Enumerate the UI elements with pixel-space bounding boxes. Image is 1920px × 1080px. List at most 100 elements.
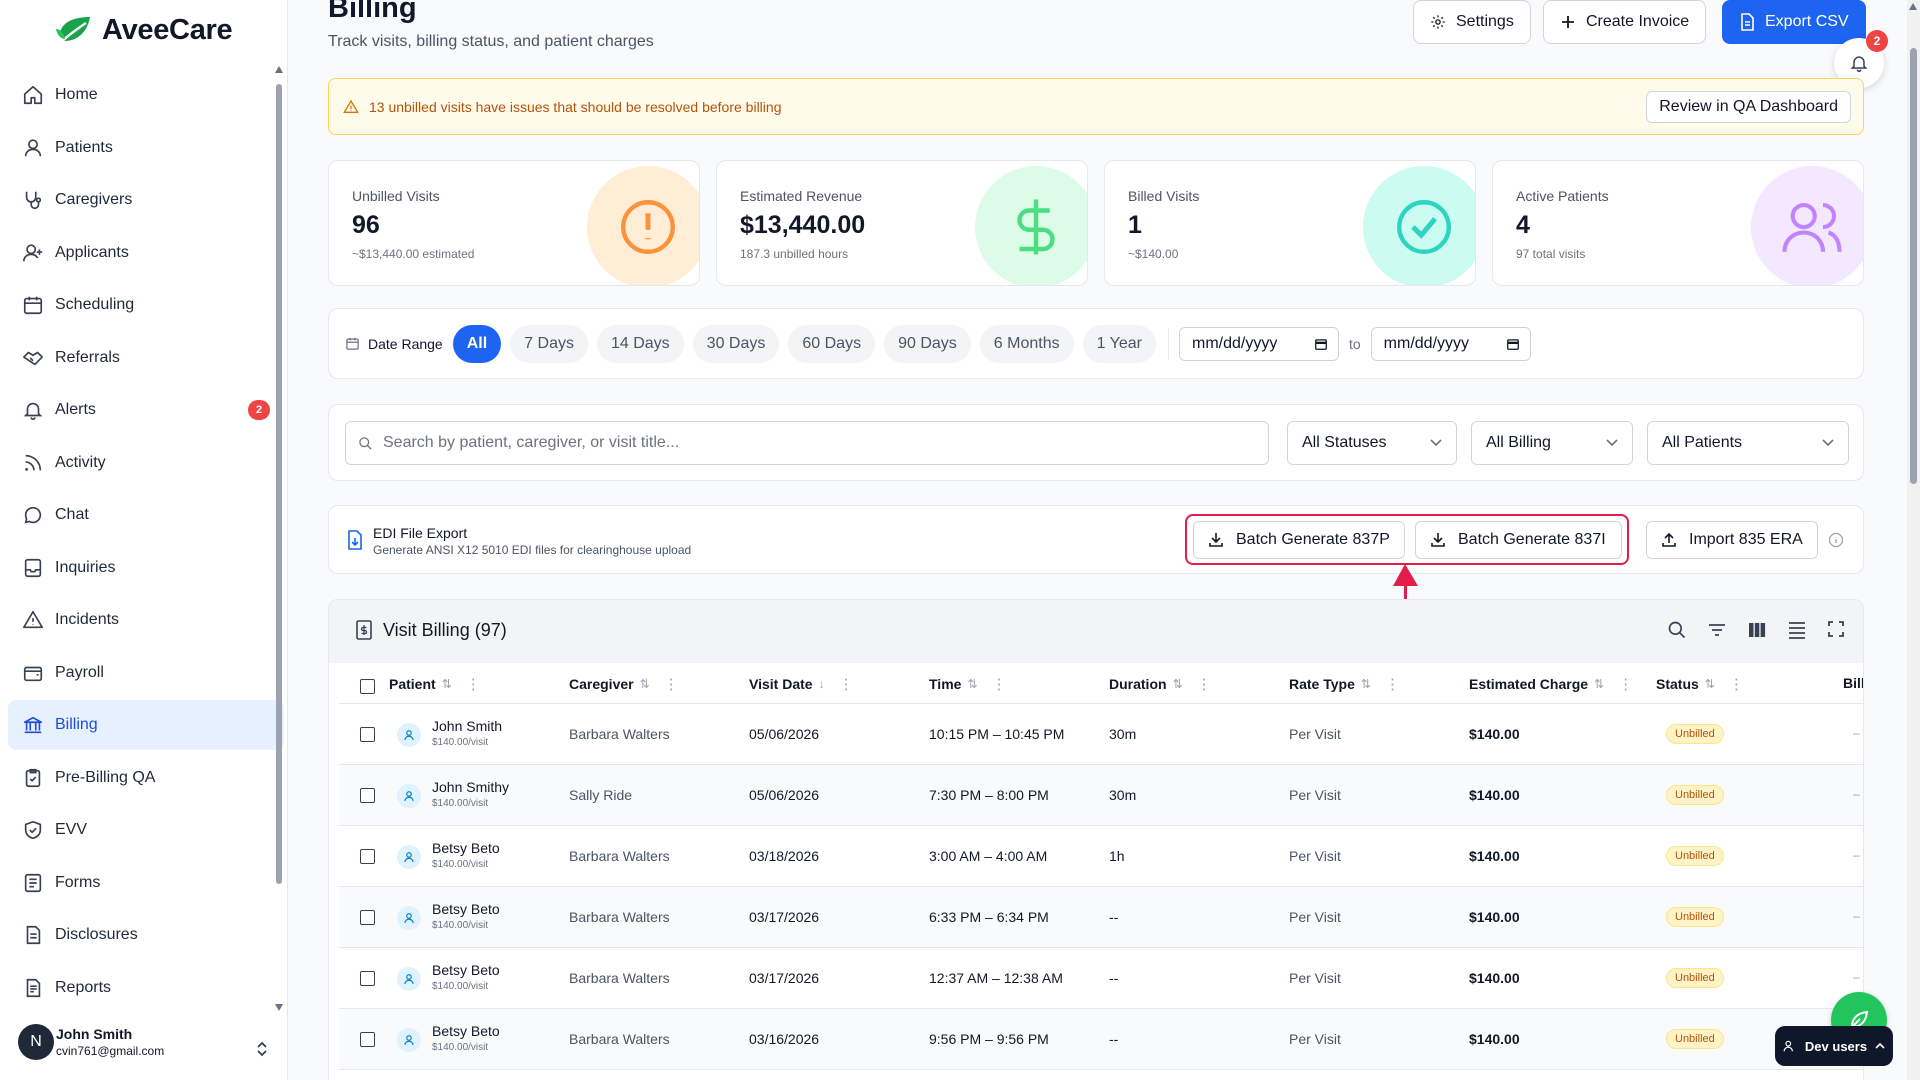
table-row[interactable]: Betsy Beto $140.00/visit Barbara Walters 03… bbox=[339, 1009, 1863, 1070]
sort-icon[interactable]: ⇅ bbox=[639, 677, 650, 691]
date-chip-14-days[interactable]: 14 Days bbox=[596, 324, 684, 363]
patient-name[interactable]: Betsy Beto bbox=[432, 1023, 500, 1039]
row-checkbox[interactable] bbox=[360, 1032, 375, 1047]
calendar-picker-icon[interactable] bbox=[1314, 337, 1328, 351]
row-checkbox[interactable] bbox=[360, 971, 375, 986]
sidebar-item-home[interactable]: Home bbox=[8, 70, 284, 120]
review-qa-button[interactable]: Review in QA Dashboard bbox=[1646, 91, 1851, 123]
scroll-up-arrow-icon[interactable] bbox=[275, 66, 283, 73]
sidebar-item-pre-billing-qa[interactable]: Pre-Billing QA bbox=[8, 753, 284, 803]
column-header-duration[interactable]: Duration ⇅ ⋮ bbox=[1109, 675, 1212, 693]
column-header-time[interactable]: Time ⇅ ⋮ bbox=[929, 675, 1007, 693]
date-from-input[interactable]: mm/dd/yyyy bbox=[1178, 326, 1339, 361]
table-row[interactable]: Betsy Beto $140.00/visit Barbara Walters 03… bbox=[339, 887, 1863, 948]
table-row[interactable]: Betsy Beto $140.00/visit Barbara Walters 03… bbox=[339, 948, 1863, 1009]
column-header-rate-type[interactable]: Rate Type ⇅ ⋮ bbox=[1289, 675, 1400, 693]
date-chip-60-days[interactable]: 60 Days bbox=[788, 324, 876, 363]
row-checkbox[interactable] bbox=[360, 727, 375, 742]
sidebar-item-alerts[interactable]: Alerts 2 bbox=[8, 385, 284, 435]
column-menu-icon[interactable]: ⋮ bbox=[1196, 676, 1212, 693]
billing-select[interactable]: All Billing bbox=[1471, 421, 1633, 465]
status-select[interactable]: All Statuses bbox=[1287, 421, 1457, 465]
row-checkbox[interactable] bbox=[360, 849, 375, 864]
table-row[interactable]: John Smith $140.00/visit Barbara Walters 05… bbox=[339, 704, 1863, 765]
table-row[interactable]: John Smithy $140.00/visit Sally Ride 05/06/… bbox=[339, 765, 1863, 826]
sort-icon[interactable]: ↓ bbox=[818, 677, 825, 691]
select-all-checkbox[interactable] bbox=[360, 679, 375, 694]
create-invoice-button[interactable]: Create Invoice bbox=[1543, 0, 1707, 44]
patient-name[interactable]: John Smithy bbox=[432, 779, 510, 795]
row-checkbox[interactable] bbox=[360, 910, 375, 925]
column-header-visit-date[interactable]: Visit Date ↓ ⋮ bbox=[749, 675, 854, 693]
sort-icon[interactable]: ⇅ bbox=[1704, 677, 1715, 691]
sort-icon[interactable]: ⇅ bbox=[1594, 677, 1605, 691]
app-logo[interactable]: AveeCare bbox=[56, 14, 233, 47]
page-scroll-thumb[interactable] bbox=[1910, 48, 1917, 484]
scroll-up-arrow-icon[interactable] bbox=[1909, 3, 1917, 10]
patient-name[interactable]: Betsy Beto bbox=[432, 962, 500, 978]
date-chip-7-days[interactable]: 7 Days bbox=[510, 324, 588, 363]
settings-button[interactable]: Settings bbox=[1413, 0, 1531, 44]
sidebar-item-referrals[interactable]: Referrals bbox=[8, 333, 284, 383]
sidebar-item-disclosures[interactable]: Disclosures bbox=[8, 910, 284, 960]
date-to-input[interactable]: mm/dd/yyyy bbox=[1370, 326, 1531, 361]
row-checkbox[interactable] bbox=[360, 788, 375, 803]
patients-select[interactable]: All Patients bbox=[1647, 421, 1849, 465]
search-box[interactable] bbox=[345, 421, 1269, 465]
sidebar-item-reports[interactable]: Reports bbox=[8, 963, 284, 1013]
search-icon[interactable] bbox=[1667, 620, 1687, 640]
date-chip-all[interactable]: All bbox=[452, 324, 502, 363]
sidebar-scroll-thumb[interactable] bbox=[276, 84, 282, 884]
sidebar-item-patients[interactable]: Patients bbox=[8, 123, 284, 173]
sidebar-item-scheduling[interactable]: Scheduling bbox=[8, 280, 284, 330]
chevron-up-down-icon[interactable] bbox=[256, 1040, 268, 1058]
column-menu-icon[interactable]: ⋮ bbox=[1384, 676, 1400, 693]
import-835-era-button[interactable]: Import 835 ERA bbox=[1646, 521, 1818, 559]
patient-name[interactable]: Betsy Beto bbox=[432, 901, 500, 917]
date-chip-1-year[interactable]: 1 Year bbox=[1082, 324, 1156, 363]
column-header-patient[interactable]: Patient ⇅ ⋮ bbox=[389, 675, 481, 693]
sidebar-item-payroll[interactable]: Payroll bbox=[8, 648, 284, 698]
calendar-picker-icon[interactable] bbox=[1506, 337, 1520, 351]
table-row[interactable]: Betsy Beto $140.00/visit Barbara Walters 03… bbox=[339, 826, 1863, 887]
sidebar-scrollbar[interactable] bbox=[275, 66, 283, 1011]
sidebar-item-billing[interactable]: Billing bbox=[8, 700, 284, 750]
info-icon[interactable] bbox=[1828, 532, 1844, 548]
sidebar-item-caregivers[interactable]: Caregivers bbox=[8, 175, 284, 225]
export-csv-button[interactable]: Export CSV bbox=[1722, 0, 1866, 44]
column-menu-icon[interactable]: ⋮ bbox=[465, 676, 481, 693]
sidebar-item-forms[interactable]: Forms bbox=[8, 858, 284, 908]
column-header-status[interactable]: Status ⇅ ⋮ bbox=[1656, 675, 1744, 693]
column-menu-icon[interactable]: ⋮ bbox=[1618, 676, 1634, 693]
date-chip-90-days[interactable]: 90 Days bbox=[884, 324, 971, 363]
batch-generate-837p-button[interactable]: Batch Generate 837P bbox=[1193, 521, 1405, 559]
sidebar-item-incidents[interactable]: Incidents bbox=[8, 595, 284, 645]
date-chip-30-days[interactable]: 30 Days bbox=[692, 324, 780, 363]
column-menu-icon[interactable]: ⋮ bbox=[663, 676, 679, 693]
column-header-bill[interactable]: Bill bbox=[1843, 675, 1863, 691]
column-menu-icon[interactable]: ⋮ bbox=[991, 676, 1007, 693]
batch-generate-837i-button[interactable]: Batch Generate 837I bbox=[1415, 521, 1622, 559]
page-scrollbar[interactable] bbox=[1907, 0, 1920, 1080]
sidebar-item-chat[interactable]: Chat bbox=[8, 490, 284, 540]
density-icon[interactable] bbox=[1787, 620, 1807, 640]
scroll-down-arrow-icon[interactable] bbox=[275, 1004, 283, 1011]
column-menu-icon[interactable]: ⋮ bbox=[1728, 676, 1744, 693]
column-header-caregiver[interactable]: Caregiver ⇅ ⋮ bbox=[569, 675, 679, 693]
patient-name[interactable]: John Smith bbox=[432, 718, 503, 734]
date-chip-6-months[interactable]: 6 Months bbox=[979, 324, 1074, 363]
sidebar-item-activity[interactable]: Activity bbox=[8, 438, 284, 488]
sort-icon[interactable]: ⇅ bbox=[967, 677, 978, 691]
sort-icon[interactable]: ⇅ bbox=[1172, 677, 1183, 691]
column-header-estimated-charge[interactable]: Estimated Charge ⇅ ⋮ bbox=[1469, 675, 1633, 693]
sidebar-item-evv[interactable]: EVV bbox=[8, 805, 284, 855]
search-input[interactable] bbox=[383, 434, 1243, 452]
user-menu[interactable]: N John Smith cvin761@gmail.com bbox=[18, 1024, 164, 1060]
sidebar-item-inquiries[interactable]: Inquiries bbox=[8, 543, 284, 593]
sort-icon[interactable]: ⇅ bbox=[441, 677, 452, 691]
sidebar-item-applicants[interactable]: Applicants bbox=[8, 228, 284, 278]
patient-name[interactable]: Betsy Beto bbox=[432, 840, 500, 856]
fullscreen-icon[interactable] bbox=[1827, 620, 1845, 638]
columns-icon[interactable] bbox=[1747, 620, 1767, 640]
dev-users-toggle[interactable]: Dev users bbox=[1775, 1026, 1893, 1066]
